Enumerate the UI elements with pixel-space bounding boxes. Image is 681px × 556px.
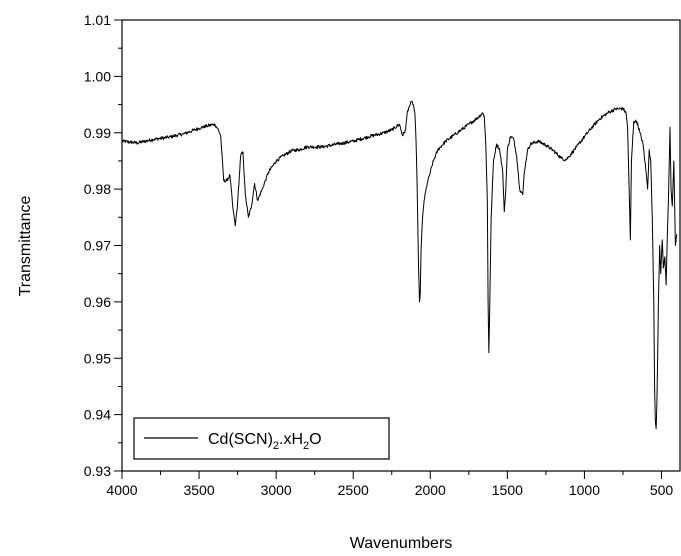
y-tick-label: 0.96 (84, 294, 111, 310)
plot-frame (121, 19, 681, 472)
x-axis-title: Wavenumbers (350, 535, 453, 552)
legend: Cd(SCN)2.xH2O (133, 417, 390, 460)
plot-area (121, 100, 678, 430)
y-tick-label: 1.00 (84, 68, 111, 84)
legend-label: Cd(SCN)2.xH2O (208, 431, 322, 452)
x-tick-label: 3500 (183, 482, 214, 498)
y-tick-label: 0.93 (84, 463, 111, 479)
x-tick-label: 2500 (338, 482, 369, 498)
y-tick-label: 0.98 (84, 181, 111, 197)
x-tick-label: 500 (650, 482, 674, 498)
x-tick-label: 1500 (492, 482, 523, 498)
x-tick-label: 4000 (106, 482, 137, 498)
y-tick-label: 0.99 (84, 125, 111, 141)
y-tick-label: 0.97 (84, 238, 111, 254)
y-tick-label: 1.01 (84, 12, 111, 28)
y-tick-label: 0.94 (84, 407, 111, 423)
x-tick-label: 1000 (569, 482, 600, 498)
x-tick-label: 2000 (415, 482, 446, 498)
y-tick-label: 0.95 (84, 350, 111, 366)
x-tick-label: 3000 (261, 482, 292, 498)
spectrum-line (121, 100, 678, 430)
axis-ticks: 0.93 0.94 0.95 0.96 0.97 0.98 0.99 1.00 1.01 4000… (84, 12, 674, 498)
y-axis-title: Transmittance (17, 196, 34, 297)
